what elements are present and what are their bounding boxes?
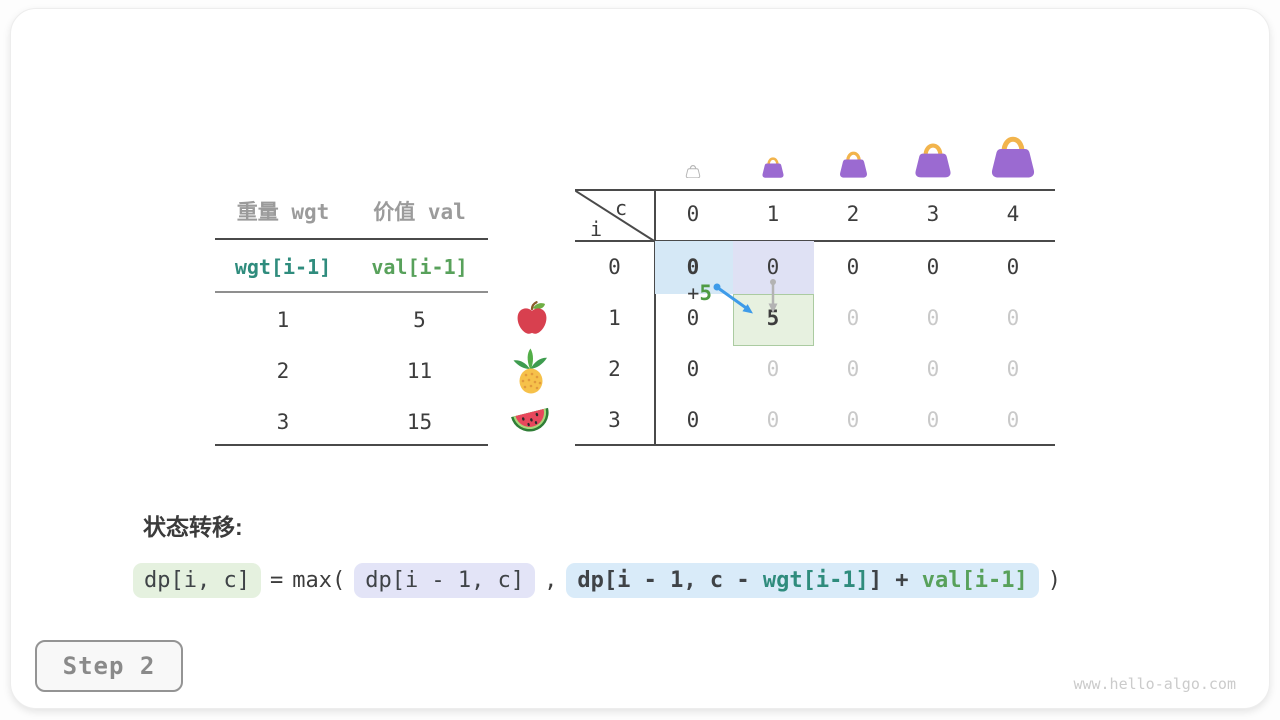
state-transition-formula: dp[i, c] = max( dp[i - 1, c] , dp[i - 1,… <box>133 559 1061 601</box>
dp-row-var-label: i <box>590 217 603 241</box>
formula-lhs-box: dp[i, c] <box>133 562 261 598</box>
formula-arg2-val: val[i-1] <box>921 567 1028 593</box>
dp-column-headers: 0 1 2 3 4 <box>653 192 1053 236</box>
dp-cell: 5 <box>766 305 780 330</box>
dp-cell: 0 <box>846 407 860 432</box>
dp-cell: 0 <box>1006 254 1020 279</box>
dp-cell: 0 <box>846 305 860 330</box>
item-value: 15 <box>406 409 433 434</box>
items-table-body: 1 5 2 11 3 15 <box>215 294 488 447</box>
dp-cell: 0 <box>686 254 700 279</box>
bag-icon-capacity-1 <box>762 157 784 178</box>
dp-table-top-rule <box>575 189 1055 191</box>
dp-col-var-label: c <box>615 196 628 220</box>
dp-row-header: 1 <box>608 305 621 330</box>
empty-bag-icon <box>685 165 701 178</box>
dp-table-vertical-rule <box>654 189 656 446</box>
bag-icon-capacity-4 <box>991 136 1035 178</box>
dp-table-bottom-rule <box>575 444 1055 446</box>
dp-row-header: 0 <box>608 254 621 279</box>
weight-column-header: 重量 wgt <box>236 200 330 224</box>
formula-close-paren: ) <box>1047 567 1062 593</box>
dp-cell: 0 <box>686 305 700 330</box>
item-value: 5 <box>413 307 426 332</box>
value-column-header: 价值 val <box>373 200 466 224</box>
dp-row-headers: 0 1 2 3 <box>575 241 654 445</box>
dp-col-header: 1 <box>766 202 780 226</box>
apple-icon <box>517 301 547 334</box>
dp-cell: 0 <box>686 407 700 432</box>
dp-col-header: 3 <box>926 202 940 226</box>
dp-table-header-rule <box>575 240 1055 242</box>
item-weight: 1 <box>276 307 290 332</box>
items-table-mid-rule <box>215 291 488 293</box>
dp-cell: 0 <box>766 254 780 279</box>
dp-cell: 0 <box>766 407 780 432</box>
wgt-index-label: wgt[i-1] <box>234 255 332 279</box>
dp-col-header: 0 <box>686 202 700 226</box>
items-table-header: 重量 wgt 价值 val <box>215 192 488 230</box>
items-table-top-rule <box>215 238 488 240</box>
dp-cell: 0 <box>1006 356 1020 381</box>
dp-cell: 0 <box>926 305 940 330</box>
dp-col-header: 4 <box>1006 202 1020 226</box>
formula-equals: = <box>269 567 284 593</box>
formula-arg2-mid: ] + <box>868 567 922 593</box>
dp-cell: 0 <box>926 407 940 432</box>
formula-comma: , <box>544 567 558 593</box>
item-value: 11 <box>406 358 433 383</box>
watermelon-icon <box>511 407 549 432</box>
step-badge: Step 2 <box>35 640 183 692</box>
dp-cell-grid: 0 0 0 0 0 0 5 0 0 0 0 0 0 0 0 0 0 0 0 0 <box>653 241 1053 445</box>
dp-cell: 0 <box>766 356 780 381</box>
dp-cell: 0 <box>846 356 860 381</box>
formula-arg1-box: dp[i - 1, c] <box>354 562 536 598</box>
formula-arg2-wgt: wgt[i-1] <box>762 567 869 593</box>
item-weight: 3 <box>276 409 290 434</box>
dp-cell: 0 <box>926 254 940 279</box>
formula-arg2-box: dp[i - 1, c - wgt[i-1]] + val[i-1] <box>566 562 1039 598</box>
dp-row-header: 2 <box>608 356 621 381</box>
bag-icon-capacity-3 <box>915 143 951 178</box>
state-transition-heading: 状态转移: <box>143 514 243 540</box>
dp-cell: 0 <box>1006 407 1020 432</box>
dp-col-header: 2 <box>846 202 860 226</box>
pineapple-icon <box>513 348 547 394</box>
dp-cell: 0 <box>686 356 700 381</box>
dp-cell: 0 <box>926 356 940 381</box>
items-table-index-row: wgt[i-1] val[i-1] <box>215 246 488 288</box>
formula-max-open: max( <box>292 567 346 593</box>
items-table-bottom-rule <box>215 444 488 446</box>
dp-cell: 0 <box>846 254 860 279</box>
dp-row-header: 3 <box>608 407 621 432</box>
item-weight: 2 <box>276 358 290 383</box>
bag-icon-capacity-2 <box>840 151 867 178</box>
transition-gain-label: +5 <box>687 281 712 305</box>
watermark: www.hello-algo.com <box>1073 675 1236 693</box>
formula-arg2-prefix: dp[i - 1, c - <box>577 567 763 593</box>
val-index-label: val[i-1] <box>371 255 468 279</box>
dp-cell: 0 <box>1006 305 1020 330</box>
